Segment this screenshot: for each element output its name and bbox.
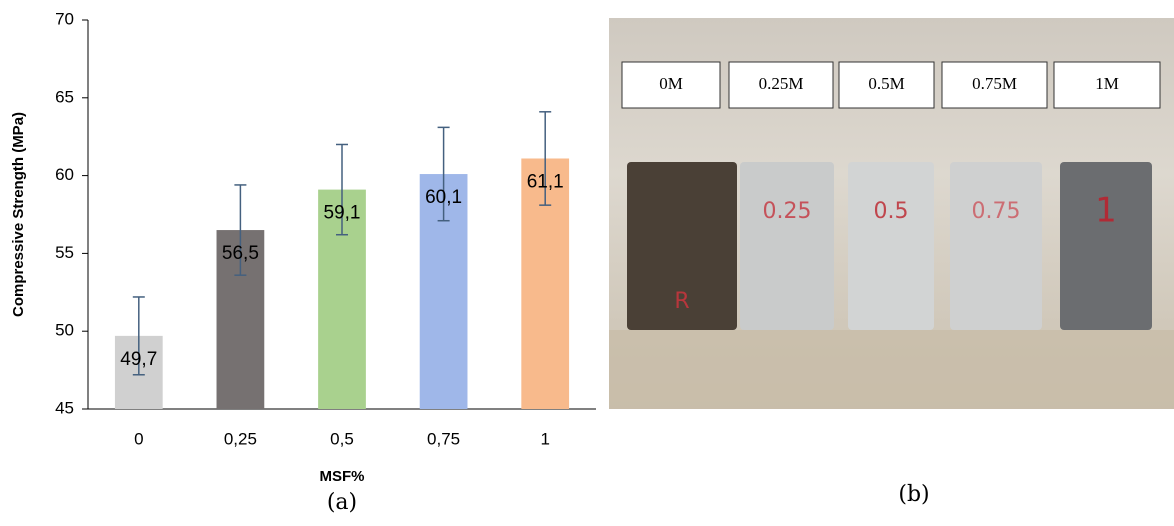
value-label: 60,1	[425, 187, 462, 208]
x-tick-label: 1	[540, 429, 549, 448]
photo-label: 0.75M	[972, 74, 1017, 93]
bar-chart: 45 50 55 60 65 70 Compressive Strength (MPa) MS…	[10, 9, 596, 484]
value-label: 59,1	[324, 203, 361, 224]
caption: (a)	[327, 490, 357, 515]
specimen-marking: R	[674, 289, 689, 314]
photo-label: 0.5M	[868, 74, 904, 93]
x-tick-label: 0,75	[427, 429, 460, 448]
value-label: 49,7	[120, 349, 157, 370]
x-tick-label: 0,25	[224, 429, 257, 448]
y-tick-label: 55	[55, 243, 74, 262]
specimen	[1060, 162, 1152, 330]
photo: 0M R 0.25M 0.25 0.5M 0.5 0.75M 0.75 1M 1	[609, 18, 1174, 409]
value-label: 56,5	[222, 243, 259, 264]
y-tick-label: 65	[55, 87, 74, 106]
photo-label: 0M	[659, 74, 683, 93]
value-label: 61,1	[527, 171, 564, 192]
specimen	[950, 162, 1042, 330]
photo-floor	[609, 330, 1174, 409]
y-axis-title: Compressive Strength (MPa)	[10, 112, 27, 317]
x-tick-label: 0	[134, 429, 143, 448]
specimen-marking: 0.5	[874, 199, 909, 224]
specimen	[740, 162, 834, 330]
specimen-marking: 0.25	[763, 199, 812, 224]
specimen-marking: 0.75	[972, 199, 1021, 224]
x-tick-label: 0,5	[330, 429, 354, 448]
figure: 45 50 55 60 65 70 Compressive Strength (MPa) MS…	[0, 0, 1174, 521]
y-tick-label: 45	[55, 398, 74, 417]
photo-label: 0.25M	[759, 74, 804, 93]
specimen-marking: 1	[1095, 191, 1117, 231]
caption: (b)	[898, 482, 929, 507]
y-tick-label: 60	[55, 165, 74, 184]
y-tick-label: 70	[55, 9, 74, 28]
specimen	[848, 162, 934, 330]
y-tick-label: 50	[55, 321, 74, 340]
photo-label: 1M	[1095, 74, 1119, 93]
x-axis-title: MSF%	[320, 468, 365, 485]
